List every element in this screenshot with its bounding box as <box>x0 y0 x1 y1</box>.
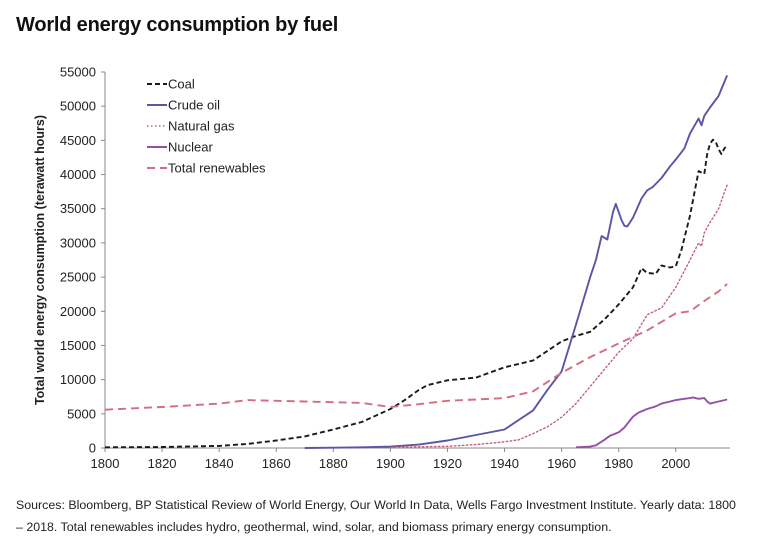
x-tick-label: 1820 <box>148 456 177 471</box>
x-tick-label: 1900 <box>376 456 405 471</box>
series-line-crude-oil <box>304 75 728 449</box>
y-tick-label: 0 <box>89 441 96 456</box>
x-tick-label: 1800 <box>91 456 120 471</box>
x-tick-label: 1880 <box>319 456 348 471</box>
legend-label-nuclear: Nuclear <box>168 140 213 155</box>
y-axis-label: Total world energy consumption (terawatt… <box>33 115 47 405</box>
x-tick-label: 2000 <box>661 456 690 471</box>
y-tick-label: 55000 <box>60 65 96 80</box>
y-tick-label: 35000 <box>60 201 96 216</box>
chart-title: World energy consumption by fuel <box>16 14 339 36</box>
y-tick-label: 25000 <box>60 270 96 285</box>
x-tick-label: 1920 <box>433 456 462 471</box>
y-axis: 0 5000 10000 15000 20000 25000 30000 35000 40000… <box>60 65 106 456</box>
y-tick-label: 40000 <box>60 167 96 182</box>
series-line-nuclear <box>575 396 728 449</box>
y-tick-label: 45000 <box>60 133 96 148</box>
source-note: Sources: Bloomberg, BP Statistical Revie… <box>16 498 736 534</box>
x-tick-label: 1940 <box>490 456 519 471</box>
x-tick-label: 1860 <box>262 456 291 471</box>
legend-label-crude-oil: Crude oil <box>168 98 220 113</box>
x-tick-label: 1960 <box>547 456 576 471</box>
x-tick-label: 1840 <box>205 456 234 471</box>
y-tick-label: 30000 <box>60 235 96 250</box>
series-line-natural-gas <box>389 184 728 448</box>
x-axis: 1800 1820 1840 1860 1880 1900 1920 1940 1960 1980… <box>91 447 730 471</box>
y-tick-label: 20000 <box>60 304 96 319</box>
legend-label-natural-gas: Natural gas <box>168 119 235 134</box>
legend-label-coal: Coal <box>168 77 195 92</box>
x-tick-label: 1980 <box>604 456 633 471</box>
series-layer <box>104 75 728 449</box>
series-line-coal <box>104 138 728 449</box>
legend-label-total-renewables: Total renewables <box>168 161 266 176</box>
y-tick-label: 5000 <box>67 406 96 421</box>
legend: Coal Crude oil Natural gas Nuclear Total ren… <box>147 77 266 176</box>
series-line-total-renewables <box>104 283 728 411</box>
y-tick-label: 15000 <box>60 338 96 353</box>
y-tick-label: 50000 <box>60 99 96 114</box>
line-chart: 0 5000 10000 15000 20000 25000 30000 35000 40000… <box>33 65 730 471</box>
y-tick-label: 10000 <box>60 372 96 387</box>
